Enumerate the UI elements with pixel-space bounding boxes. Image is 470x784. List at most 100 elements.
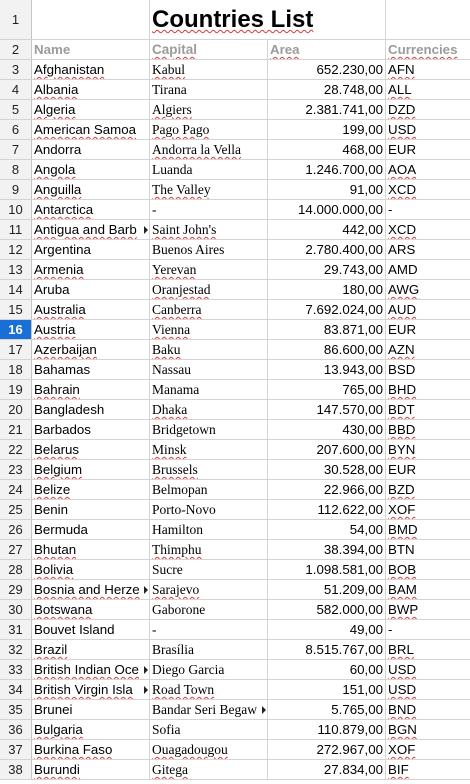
cell-area[interactable]: 1.246.700,00 xyxy=(268,160,386,179)
cell-currency[interactable]: EUR xyxy=(388,142,417,157)
cell-name[interactable]: Bermuda xyxy=(32,520,150,539)
cell-area[interactable]: 151,00 xyxy=(268,680,386,699)
table-row[interactable]: 24 Belize Belmopan 22.966,00 BZD xyxy=(0,480,470,500)
cell-area[interactable]: 13.943,00 xyxy=(268,360,386,379)
cell-name[interactable]: Barbados xyxy=(32,420,150,439)
cell-currency[interactable]: AWG xyxy=(388,282,420,297)
cell-capital[interactable]: Luanda xyxy=(150,160,268,179)
table-row[interactable]: 7 Andorra Andorra la Vella 468,00 EUR xyxy=(0,140,470,160)
cell-area[interactable]: 86.600,00 xyxy=(268,340,386,359)
cell-capital[interactable]: Baku xyxy=(150,340,268,359)
cell-area[interactable]: 765,00 xyxy=(268,380,386,399)
cell-area[interactable]: 442,00 xyxy=(268,220,386,239)
cell-area[interactable]: 468,00 xyxy=(268,140,386,159)
cell-name[interactable]: Argentina xyxy=(32,240,150,259)
cell-capital[interactable]: Road Town xyxy=(150,680,268,699)
cell-name[interactable]: Bouvet Island xyxy=(32,620,150,639)
table-row[interactable]: 37 Burkina Faso Ouagadougou 272.967,00 XOF xyxy=(0,740,470,760)
cell-name[interactable]: Bahamas xyxy=(32,360,150,379)
cell-name[interactable]: Armenia xyxy=(32,260,150,279)
cell-area[interactable]: 28.748,00 xyxy=(268,80,386,99)
table-row[interactable]: 10 Antarctica -14.000.000,00- xyxy=(0,200,470,220)
cell-name[interactable]: Belarus xyxy=(32,440,150,459)
cell-capital[interactable]: The Valley xyxy=(150,180,268,199)
cell-capital[interactable]: Brasília xyxy=(150,640,268,659)
cell-area[interactable]: 110.879,00 xyxy=(268,720,386,739)
cell-name[interactable]: Benin xyxy=(32,500,150,519)
cell-capital[interactable]: Diego Garcia xyxy=(150,660,268,679)
cell-currency[interactable]: AFN xyxy=(388,62,415,77)
table-row[interactable]: 23 Belgium Brussels 30.528,00 EUR xyxy=(0,460,470,480)
table-row[interactable]: 21 Barbados Bridgetown 430,00 BBD xyxy=(0,420,470,440)
cell-currency[interactable]: AMD xyxy=(388,262,418,277)
row-header[interactable]: 25 xyxy=(0,500,32,519)
cell-name[interactable]: Brazil xyxy=(32,640,150,659)
row-header[interactable]: 17 xyxy=(0,340,32,359)
table-row[interactable]: 15 Australia Canberra 7.692.024,00 AUD xyxy=(0,300,470,320)
row-header[interactable]: 35 xyxy=(0,700,32,719)
cell-currency[interactable]: XOF xyxy=(388,502,416,517)
cell-area[interactable]: 14.000.000,00 xyxy=(268,200,386,219)
cell-name[interactable]: Antarctica xyxy=(32,200,150,219)
cell-name[interactable]: British Virgin Isla xyxy=(32,680,150,699)
cell-name[interactable]: Bulgaria xyxy=(32,720,150,739)
cell-capital[interactable]: Brussels xyxy=(150,460,268,479)
cell-name[interactable]: Australia xyxy=(32,300,150,319)
cell-currency[interactable]: AZN xyxy=(388,342,415,357)
row-header[interactable]: 1 xyxy=(0,0,32,39)
row-header[interactable]: 7 xyxy=(0,140,32,159)
cell-capital[interactable]: Oranjestad xyxy=(150,280,268,299)
row-header[interactable]: 38 xyxy=(0,760,32,779)
cell-currency[interactable]: BDT xyxy=(388,402,415,417)
cell-area[interactable]: 199,00 xyxy=(268,120,386,139)
cell-area[interactable]: 180,00 xyxy=(268,280,386,299)
cell-area[interactable]: 27.834,00 xyxy=(268,760,386,779)
cell-currency[interactable]: BND xyxy=(388,702,417,717)
cell-capital[interactable]: Hamilton xyxy=(150,520,268,539)
row-header[interactable]: 37 xyxy=(0,740,32,759)
cell-name[interactable]: British Indian Oce xyxy=(32,660,150,679)
cell-capital[interactable]: Kabul xyxy=(150,60,268,79)
cell-name[interactable]: Bhutan xyxy=(32,540,150,559)
row-header[interactable]: 29 xyxy=(0,580,32,599)
cell-currency[interactable]: BGN xyxy=(388,722,417,737)
cell-currency[interactable]: USD xyxy=(388,122,417,137)
table-row[interactable]: 18 Bahamas Nassau 13.943,00 BSD xyxy=(0,360,470,380)
cell-capital[interactable]: Saint John's xyxy=(150,220,268,239)
cell-capital[interactable]: Algiers xyxy=(150,100,268,119)
row-header[interactable]: 34 xyxy=(0,680,32,699)
row-header[interactable]: 33 xyxy=(0,660,32,679)
cell-capital[interactable]: Buenos Aires xyxy=(150,240,268,259)
cell-area[interactable]: 430,00 xyxy=(268,420,386,439)
cell-currency[interactable]: USD xyxy=(388,682,417,697)
cell-capital[interactable]: Ouagadougou xyxy=(150,740,268,759)
cell-name[interactable]: Bolivia xyxy=(32,560,150,579)
cell-currency[interactable]: ALL xyxy=(388,82,412,97)
cell-name[interactable]: Aruba xyxy=(32,280,150,299)
cell-capital[interactable]: Andorra la Vella xyxy=(150,140,268,159)
cell-area[interactable]: 54,00 xyxy=(268,520,386,539)
cell-currency[interactable]: XCD xyxy=(388,222,417,237)
cell-currency[interactable]: EUR xyxy=(388,322,417,337)
cell-name[interactable]: Angola xyxy=(32,160,150,179)
table-row[interactable]: 30 Botswana Gaborone 582.000,00 BWP xyxy=(0,600,470,620)
cell-currency[interactable]: EUR xyxy=(388,462,417,477)
cell-name[interactable]: Bahrain xyxy=(32,380,150,399)
cell-capital[interactable]: Nassau xyxy=(150,360,268,379)
cell[interactable] xyxy=(386,0,470,39)
cell-currency[interactable]: BZD xyxy=(388,482,415,497)
cell-capital[interactable]: Gitega xyxy=(150,760,268,779)
table-row[interactable]: 32 Brazil Brasília 8.515.767,00 BRL xyxy=(0,640,470,660)
cell-name[interactable]: Austria xyxy=(32,320,150,339)
cell-capital[interactable]: Sucre xyxy=(150,560,268,579)
cell-currency[interactable]: ARS xyxy=(388,242,416,257)
sheet-title[interactable]: Countries List xyxy=(150,0,386,39)
row-header[interactable]: 22 xyxy=(0,440,32,459)
table-row[interactable]: 20 Bangladesh Dhaka 147.570,00 BDT xyxy=(0,400,470,420)
row-header[interactable]: 20 xyxy=(0,400,32,419)
cell-currency[interactable]: BOB xyxy=(388,562,417,577)
cell-capital[interactable]: Canberra xyxy=(150,300,268,319)
cell-currency[interactable]: BMD xyxy=(388,522,418,537)
cell-area[interactable]: 207.600,00 xyxy=(268,440,386,459)
cell-currency[interactable]: - xyxy=(388,622,393,637)
